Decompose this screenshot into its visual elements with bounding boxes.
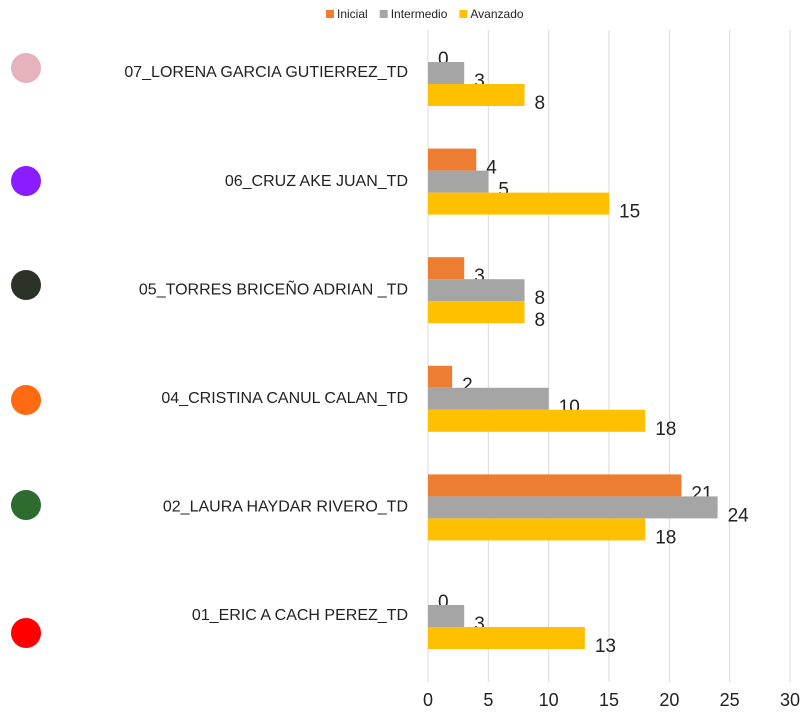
data-label: 8 [535,288,546,309]
legend-swatch [326,10,334,18]
legend-swatch [379,10,388,18]
x-tick-label: 0 [423,690,433,710]
data-label: 13 [595,636,616,657]
data-label: 5 [498,180,509,201]
category-label: 04_CRISTINA CANUL CALAN_TD [161,390,408,407]
data-label: 4 [486,158,497,179]
data-label: 8 [535,310,546,331]
data-label: 2 [462,375,473,396]
category-label: 05_TORRES BRICEÑO ADRIAN _TD [139,278,408,298]
data-label: 15 [619,202,640,223]
bar [428,84,525,106]
bar [428,474,682,497]
bar [428,257,465,280]
x-tick-label: 10 [539,690,559,710]
legend-label: Intermedio [391,7,448,21]
marker-dot [11,270,41,300]
x-tick-label: 5 [483,690,493,710]
category-label: 06_CRUZ AKE JUAN_TD [225,173,408,190]
legend-swatch [459,10,468,18]
data-label: 24 [728,505,750,526]
bar [428,409,646,432]
bar [428,496,718,519]
data-label: 3 [474,266,485,287]
data-label: 3 [474,614,485,635]
legend-label: Inicial [337,7,368,21]
x-tick-label: 25 [720,690,740,710]
x-tick-label: 20 [659,690,679,710]
bar [428,62,465,84]
marker-dot [11,53,41,83]
bar [428,387,549,410]
x-tick-label: 15 [599,690,619,710]
category-label: 07_LORENA GARCIA GUTIERREZ_TD [124,64,408,81]
data-label: 0 [438,592,449,613]
bar [428,148,477,171]
bar [428,518,646,541]
x-tick-label: 30 [780,690,800,710]
marker-dot [11,490,41,520]
bar [428,301,525,324]
data-label: 18 [655,419,676,440]
marker-dot [11,166,41,196]
marker-dot [11,618,41,648]
bar [428,365,453,388]
data-label: 3 [474,71,485,92]
category-label: 01_ERIC A CACH PEREZ_TD [192,607,408,624]
data-label: 0 [438,49,449,70]
bar [428,605,465,627]
marker-dot [11,385,41,415]
bar [428,192,609,215]
data-label: 8 [535,93,546,114]
bar [428,170,489,193]
bar [428,627,585,649]
data-label: 18 [655,527,676,548]
legend-label: Avanzado [470,7,523,21]
category-label: 02_LAURA HAYDAR RIVERO_TD [163,499,408,516]
bar [428,279,525,302]
